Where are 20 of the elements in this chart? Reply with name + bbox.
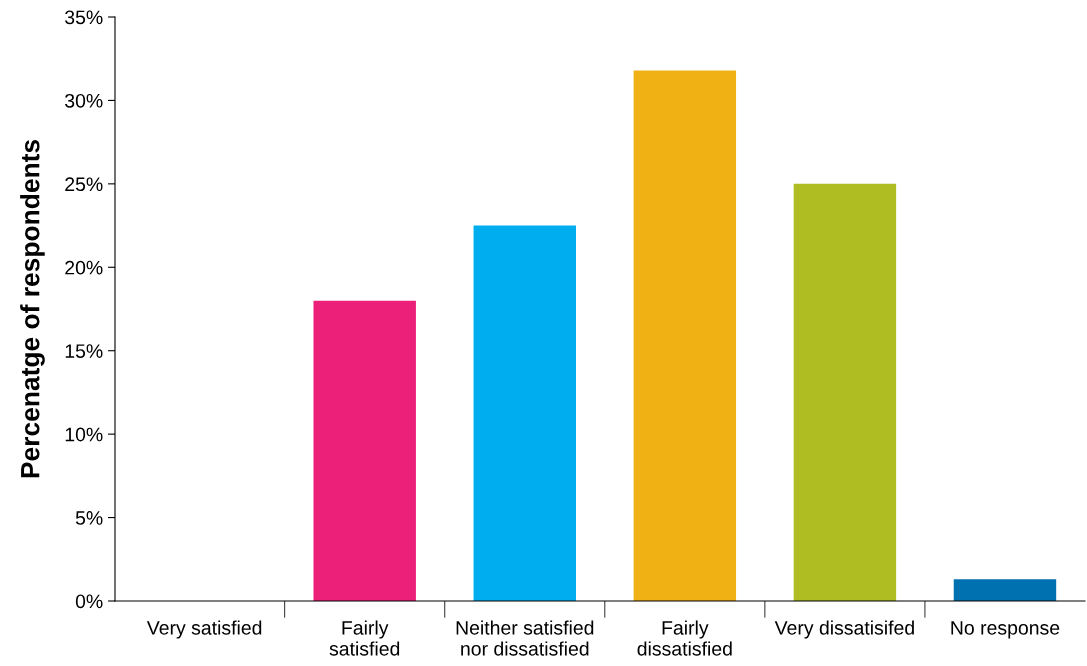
bar (633, 70, 737, 601)
bar (473, 225, 576, 601)
x-tick-label: Neither satisfied nor dissatisfied (456, 620, 594, 656)
y-tick-label: 20% (65, 260, 103, 275)
x-tick-label: Fairly dissatisfied (637, 620, 732, 656)
y-tick-label: 5% (75, 511, 103, 525)
y-tick-label: 10% (65, 427, 103, 442)
y-tick-label: 25% (65, 177, 103, 192)
y-tick-label: 35% (65, 10, 103, 25)
y-tick-label: 0% (75, 594, 103, 609)
y-axis-title: Percenatge of respondents (20, 139, 45, 478)
x-tick-label: No response (951, 621, 1060, 639)
y-tick-label: 15% (65, 344, 103, 358)
bar (313, 300, 416, 601)
bar (953, 579, 1057, 601)
bar (793, 183, 897, 601)
x-tick-label: Very satisfied (146, 620, 262, 639)
x-tick-label: Fairly satisfied (329, 620, 400, 656)
y-tick-label: 30% (65, 93, 103, 108)
x-tick-label: Very dissatisifed (774, 620, 914, 639)
